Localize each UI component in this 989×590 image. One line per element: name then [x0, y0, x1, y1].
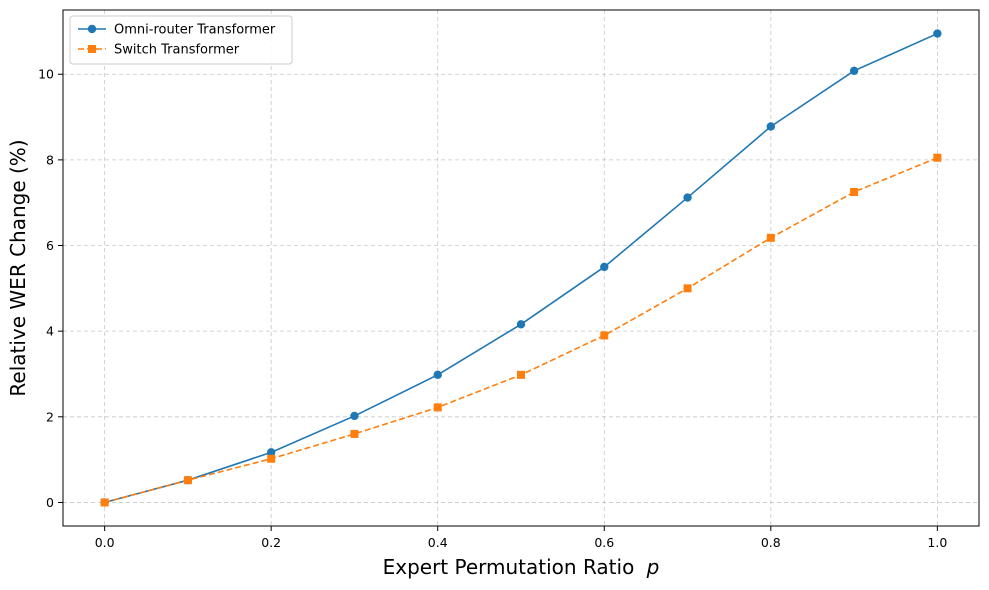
x-tick-label: 0.0 [95, 535, 115, 550]
data-point [516, 320, 526, 329]
x-tick-label: 0.4 [428, 535, 448, 550]
data-point [433, 403, 442, 412]
legend-item: Switch Transformer [78, 43, 240, 58]
legend-label: Switch Transformer [114, 43, 240, 58]
data-point [267, 454, 276, 463]
series-line [104, 156, 938, 504]
data-point [766, 122, 776, 131]
data-point [600, 331, 609, 340]
legend-marker [88, 45, 96, 53]
data-point [517, 370, 525, 379]
data-point [266, 448, 276, 457]
y-tick-label: 8 [46, 152, 54, 167]
data-point [350, 411, 359, 421]
data-point [766, 233, 775, 242]
x-tick-label: 0.2 [261, 535, 281, 550]
legend-item: Omni-router Transformer [78, 23, 276, 38]
y-tick-label: 10 [38, 67, 54, 82]
x-axis-label: Expert Permutation Ratio p [383, 555, 660, 579]
x-tick-label: 0.6 [594, 535, 614, 550]
x-axis-label-var: p [646, 555, 660, 579]
legend-marker [87, 24, 97, 34]
y-tick-label: 6 [46, 238, 54, 253]
data-point [849, 66, 859, 76]
legend: Omni-router Transformer Switch Transforme… [69, 15, 293, 65]
plot-frame [62, 9, 980, 527]
data-point [100, 498, 109, 507]
y-tick-label: 4 [46, 324, 54, 339]
data-point [433, 370, 442, 380]
series-layer [100, 29, 942, 507]
data-point [933, 153, 942, 162]
y-tick-label: 0 [46, 495, 54, 510]
data-point [600, 262, 609, 272]
data-point [183, 476, 192, 485]
y-tick-label: 2 [46, 409, 54, 424]
data-point [933, 29, 942, 38]
data-point [683, 284, 692, 293]
ticks: 0.0 0.2 0.4 0.6 0.8 1.0 0 2 4 6 8 10 [38, 67, 947, 550]
series-switch [100, 153, 942, 507]
grid [63, 10, 979, 526]
legend-box [69, 15, 293, 65]
x-tick-label: 1.0 [927, 535, 947, 550]
data-point [683, 193, 692, 202]
series-line [104, 32, 938, 504]
x-tick-label: 0.8 [761, 535, 781, 550]
data-point [850, 187, 859, 196]
x-axis-label-text: Expert Permutation Ratio [383, 555, 635, 579]
y-axis-label: Relative WER Change (%) [6, 139, 30, 396]
data-point [350, 429, 359, 438]
series-omni-router [100, 29, 942, 507]
legend-label: Omni-router Transformer [114, 23, 276, 38]
